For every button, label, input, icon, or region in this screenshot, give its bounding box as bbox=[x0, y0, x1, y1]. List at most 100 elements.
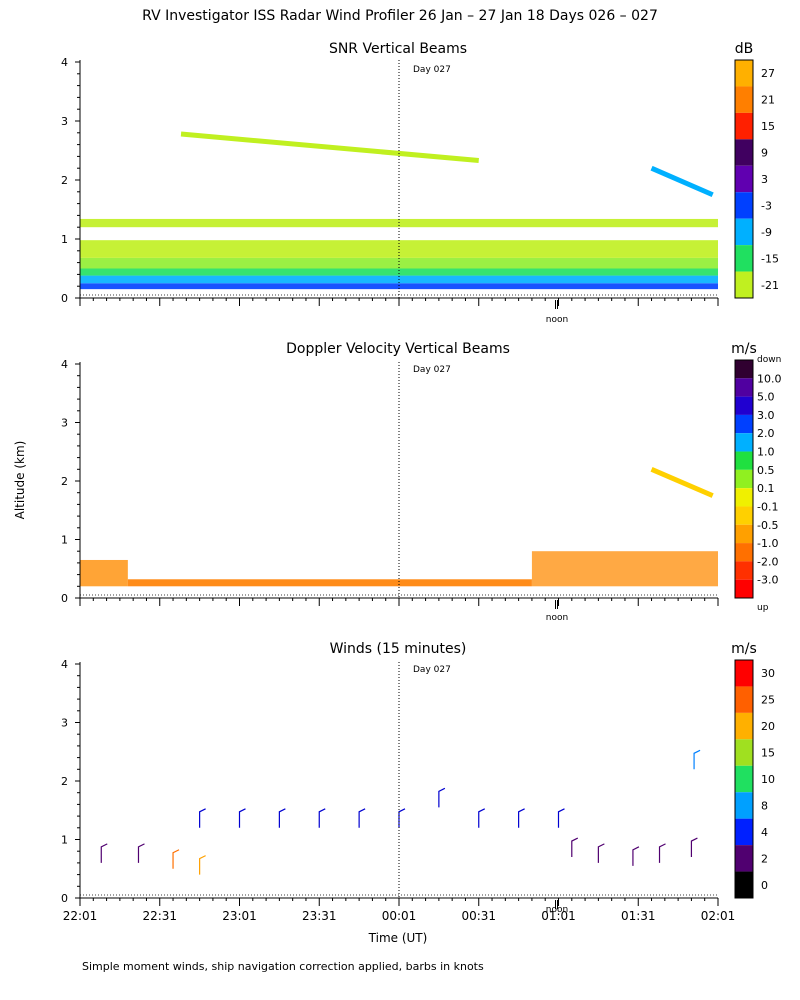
colorbar-label: down bbox=[757, 355, 781, 365]
x-tick-label: 01:31 bbox=[621, 909, 656, 923]
colorbar-frame bbox=[734, 359, 754, 599]
colorbar-frame bbox=[734, 59, 754, 299]
heatmap-feature bbox=[650, 165, 714, 198]
colorbar-label: -21 bbox=[761, 279, 779, 292]
colorbar-swatch bbox=[735, 818, 753, 846]
colorbar-swatch bbox=[735, 414, 753, 434]
x-axis-label: Time (UT) bbox=[368, 931, 428, 945]
colorbar-swatch bbox=[735, 488, 753, 507]
doppler-colorbar-unit: m/s bbox=[731, 341, 757, 357]
colorbar-label: 2 bbox=[761, 852, 768, 865]
y-tick-label: 3 bbox=[61, 717, 68, 730]
colorbar-label: 15 bbox=[761, 120, 775, 133]
wind-barb bbox=[172, 849, 180, 869]
x-tick-label: 02:01 bbox=[701, 909, 736, 923]
colorbar-label: up bbox=[757, 603, 769, 613]
wind-barb bbox=[358, 808, 366, 828]
colorbar-swatch bbox=[735, 378, 753, 397]
doppler-panel: Doppler Velocity Vertical Beams m/s Day … bbox=[61, 341, 782, 623]
y-tick-label: 0 bbox=[61, 892, 68, 905]
wind-barb bbox=[199, 808, 206, 828]
colorbar-swatch bbox=[735, 165, 753, 193]
colorbar-label: -3.0 bbox=[757, 574, 778, 587]
colorbar-label: 0.1 bbox=[757, 482, 775, 495]
footnote: Simple moment winds, ship navigation cor… bbox=[82, 960, 484, 973]
x-tick-label: 23:31 bbox=[302, 909, 337, 923]
x-tick-label: 00:01 bbox=[382, 909, 417, 923]
doppler-noon-label: noon bbox=[546, 613, 568, 623]
y-tick-label: 4 bbox=[61, 56, 68, 69]
y-tick-label: 2 bbox=[61, 174, 68, 187]
snr-panel: SNR Vertical Beams dB Day 027 noon 0 1 2 3 4… bbox=[61, 41, 779, 325]
colorbar-swatch bbox=[735, 765, 753, 793]
colorbar-label: -0.1 bbox=[757, 500, 778, 513]
y-tick-label: 0 bbox=[61, 592, 68, 605]
heatmap-band bbox=[531, 551, 718, 587]
wind-barb bbox=[398, 808, 406, 828]
colorbar-label: 1.0 bbox=[757, 446, 775, 459]
colorbar-swatch bbox=[735, 192, 753, 219]
colorbar-label: 3.0 bbox=[757, 409, 775, 422]
snr-panel-title: SNR Vertical Beams bbox=[329, 41, 467, 57]
heatmap-band bbox=[80, 559, 128, 587]
colorbar-label: 8 bbox=[761, 799, 768, 812]
y-tick-label: 3 bbox=[61, 417, 68, 430]
colorbar-swatch bbox=[735, 579, 753, 598]
colorbar-label: 10.0 bbox=[757, 372, 782, 385]
heatmap-feature bbox=[650, 467, 714, 498]
colorbar-swatch bbox=[735, 396, 753, 415]
colorbar-swatch bbox=[735, 561, 753, 580]
figure-title: RV Investigator ISS Radar Wind Profiler … bbox=[142, 8, 658, 24]
colorbar-label: -9 bbox=[761, 226, 772, 239]
colorbar-label: 0 bbox=[761, 879, 768, 892]
wind-barb bbox=[632, 846, 640, 866]
x-tick-label: 23:01 bbox=[222, 909, 257, 923]
snr-noon-label: noon bbox=[546, 315, 568, 325]
wind-barb bbox=[278, 808, 286, 828]
wind-barb bbox=[199, 855, 206, 875]
y-tick-label: 1 bbox=[61, 534, 68, 547]
colorbar-label: 27 bbox=[761, 67, 775, 80]
colorbar-label: 4 bbox=[761, 826, 768, 839]
wind-barb bbox=[438, 787, 446, 808]
y-tick-label: 1 bbox=[61, 233, 68, 246]
wind-barb bbox=[518, 808, 525, 828]
colorbar-label: 10 bbox=[761, 773, 775, 786]
doppler-plot-area: 0 1 2 3 4 bbox=[61, 358, 719, 609]
colorbar-label: -3 bbox=[761, 199, 772, 212]
x-tick-label: 01:01 bbox=[541, 909, 576, 923]
winds-panel: Winds (15 minutes) m/s Day 027 noon 0123… bbox=[61, 641, 775, 923]
colorbar-swatch bbox=[735, 433, 753, 452]
colorbar-frame bbox=[734, 659, 754, 899]
colorbar-label: -1.0 bbox=[757, 537, 778, 550]
colorbar-swatch bbox=[735, 845, 753, 872]
y-tick-label: 2 bbox=[61, 775, 68, 788]
snr-colorbar: 27 21 15 9 3 -3 -9 -15 -21 bbox=[734, 59, 779, 299]
snr-plot-area: 0 1 2 3 4 bbox=[61, 56, 719, 309]
colorbar-label: 30 bbox=[761, 667, 775, 680]
winds-panel-title: Winds (15 minutes) bbox=[330, 641, 467, 657]
doppler-day-marker: Day 027 bbox=[413, 365, 451, 375]
y-tick-label: 2 bbox=[61, 475, 68, 488]
winds-colorbar-unit: m/s bbox=[731, 641, 757, 657]
colorbar-swatch bbox=[735, 660, 753, 687]
wind-barb bbox=[693, 749, 701, 770]
heatmap-band bbox=[127, 579, 532, 587]
heatmap-band bbox=[80, 268, 718, 276]
y-tick-label: 4 bbox=[61, 658, 68, 671]
heatmap-feature bbox=[180, 131, 479, 164]
colorbar-swatch bbox=[735, 712, 753, 740]
y-tick-label: 3 bbox=[61, 115, 68, 128]
wind-barb bbox=[597, 843, 605, 863]
colorbar-swatch bbox=[735, 469, 753, 489]
colorbar-label: 5.0 bbox=[757, 391, 775, 404]
x-tick-label: 22:01 bbox=[63, 909, 98, 923]
colorbar-swatch bbox=[735, 686, 753, 713]
colorbar-swatch bbox=[735, 112, 753, 140]
heatmap-band bbox=[80, 283, 718, 290]
colorbar-swatch bbox=[735, 60, 753, 87]
colorbar-swatch bbox=[735, 451, 753, 470]
wind-barb bbox=[571, 837, 579, 858]
colorbar-label: 21 bbox=[761, 94, 775, 107]
